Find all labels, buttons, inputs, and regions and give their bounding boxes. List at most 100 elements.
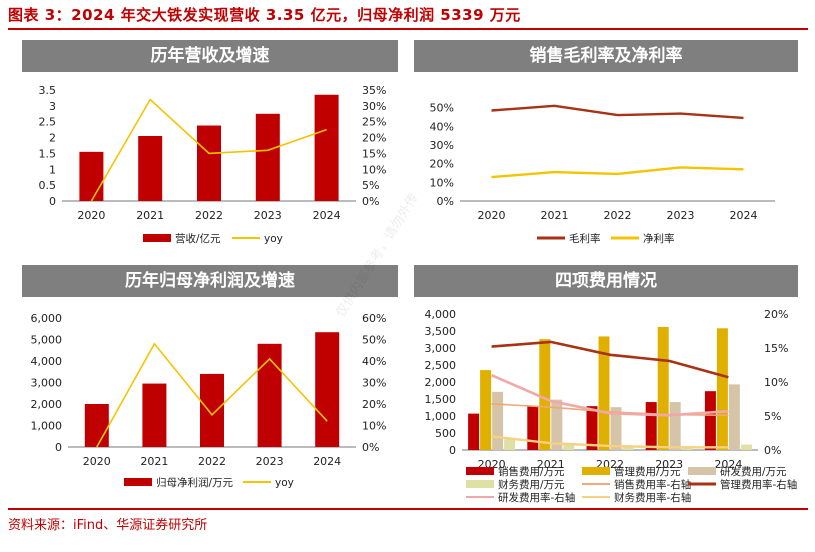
expense-legend-rd-ratio-label: 研发费用率-右轴	[498, 491, 575, 504]
figure-title: 图表 3：2024 年交大铁发实现营收 3.35 亿元，归母净利润 5339 万…	[8, 6, 521, 24]
expense-legend-rd-swatch	[688, 467, 716, 475]
source-rule	[8, 508, 808, 510]
netprofit-legend-bar-label: 归母净利润/万元	[156, 476, 234, 489]
margin-left-tick: 10%	[430, 176, 454, 189]
netprofit-left-tick: 5,000	[31, 334, 63, 347]
netprofit-bar	[257, 343, 282, 447]
expense-legend-admin-label: 管理费用/万元	[614, 465, 681, 478]
margin-left-tick: 40%	[430, 120, 454, 133]
expense-bar-1	[645, 402, 657, 450]
expenses-chart-title: 四项费用情况	[414, 265, 798, 297]
expense-legend-fin-swatch	[466, 480, 494, 488]
expenses-x-tick: 2024	[714, 458, 742, 471]
expense-bar-4	[622, 445, 634, 450]
revenue-right-tick: 15%	[362, 147, 386, 160]
revenue-legend-bar-swatch	[143, 234, 171, 242]
netprofit-x-tick: 2024	[313, 455, 341, 468]
netprofit-left-tick: 2,000	[31, 398, 63, 411]
netprofit-right-tick: 0%	[362, 441, 379, 454]
expense-ratio-line-2	[491, 340, 729, 379]
expense-legend-sales-swatch	[466, 467, 494, 475]
revenue-bar	[79, 151, 104, 201]
netprofit-yoy-line	[96, 342, 328, 448]
expense-legend-rd-label: 研发费用/万元	[720, 465, 787, 478]
revenue-left-tick: 1	[49, 163, 56, 176]
revenue-right-tick: 10%	[362, 163, 386, 176]
expense-bar-3	[728, 384, 740, 450]
expenses-right-tick: 10%	[764, 376, 788, 389]
margin-left-tick: 50%	[430, 102, 454, 115]
revenue-left-tick: 0.5	[39, 179, 57, 192]
margin-chart-title: 销售毛利率及净利率	[414, 40, 798, 72]
netprofit-x-tick: 2021	[140, 455, 168, 468]
netprofit-x-tick: 2022	[198, 455, 226, 468]
source-note: 资料来源：iFind、华源证券研究所	[8, 518, 208, 533]
netprofit-bar	[142, 383, 167, 447]
expense-bar-3	[610, 407, 622, 450]
expense-bar-4	[563, 443, 575, 450]
margin-left-tick: 0%	[437, 195, 454, 208]
revenue-left-tick: 2.5	[39, 116, 57, 129]
margin-x-tick: 2020	[478, 209, 506, 222]
expenses-x-tick: 2021	[537, 458, 565, 471]
margin-x-tick: 2023	[667, 209, 695, 222]
revenue-left-tick: 3	[49, 100, 56, 113]
netprofit-legend-yoy-label: yoy	[275, 477, 294, 489]
revenue-right-tick: 35%	[362, 84, 386, 97]
netprofit-chart-title: 历年归母净利润及增速	[22, 265, 398, 297]
netprofit-right-tick: 50%	[362, 334, 386, 347]
revenue-right-tick: 25%	[362, 116, 386, 129]
expense-bar-2	[598, 336, 610, 450]
expense-ratio-line-3	[491, 374, 729, 417]
revenue-bar	[255, 113, 280, 201]
netprofit-left-tick: 4,000	[31, 355, 63, 368]
revenue-x-tick: 2023	[254, 209, 282, 222]
margin-left-tick: 30%	[430, 139, 454, 152]
expenses-left-tick: 0	[449, 444, 456, 457]
expense-bar-3	[551, 399, 563, 450]
expense-bar-2	[657, 326, 669, 450]
revenue-right-tick: 20%	[362, 132, 386, 145]
expenses-left-tick: 3,500	[425, 325, 457, 338]
margin-left-tick: 20%	[430, 158, 454, 171]
expenses-x-tick: 2023	[655, 458, 683, 471]
expense-bar-4	[740, 444, 752, 450]
expenses-left-tick: 3,000	[425, 342, 457, 355]
expense-legend-fin-label: 财务费用/万元	[498, 478, 565, 491]
expenses-left-tick: 1,500	[425, 393, 457, 406]
revenue-chart-title: 历年营收及增速	[22, 40, 398, 72]
expenses-right-tick: 0%	[764, 444, 781, 457]
netprofit-x-tick: 2023	[256, 455, 284, 468]
expenses-left-tick: 1,000	[425, 410, 457, 423]
expense-bar-1	[704, 391, 716, 450]
netprofit-left-tick: 3,000	[31, 377, 63, 390]
revenue-left-tick: 0	[49, 195, 56, 208]
revenue-yoy-line	[90, 98, 327, 202]
revenue-x-tick: 2022	[195, 209, 223, 222]
net-margin-line	[491, 166, 744, 179]
expenses-right-tick: 20%	[764, 308, 788, 321]
revenue-x-tick: 2021	[136, 209, 164, 222]
revenue-right-tick: 0%	[362, 195, 379, 208]
expense-bar-1	[527, 406, 539, 450]
margin-x-tick: 2024	[730, 209, 758, 222]
expense-bar-1	[468, 413, 480, 450]
margin-x-tick: 2021	[541, 209, 569, 222]
expense-legend-sales-ratio-label: 销售费用率-右轴	[614, 478, 691, 491]
netprofit-right-tick: 20%	[362, 398, 386, 411]
netprofit-bar	[200, 373, 224, 447]
expense-legend-admin-ratio-label: 管理费用率-右轴	[720, 478, 797, 491]
netprofit-left-tick: 6,000	[31, 312, 63, 325]
revenue-legend-bar-label: 营收/亿元	[175, 232, 221, 245]
expense-legend-fin-ratio-label: 财务费用率-右轴	[614, 491, 691, 504]
expenses-left-tick: 500	[435, 427, 456, 440]
revenue-right-tick: 5%	[362, 179, 379, 192]
netprofit-bar	[315, 332, 340, 447]
expense-bar-2	[480, 370, 492, 450]
revenue-x-tick: 2024	[313, 209, 341, 222]
netprofit-right-tick: 60%	[362, 312, 386, 325]
expense-bar-3	[492, 391, 504, 450]
expenses-right-tick: 15%	[764, 342, 788, 355]
revenue-x-tick: 2020	[77, 209, 105, 222]
